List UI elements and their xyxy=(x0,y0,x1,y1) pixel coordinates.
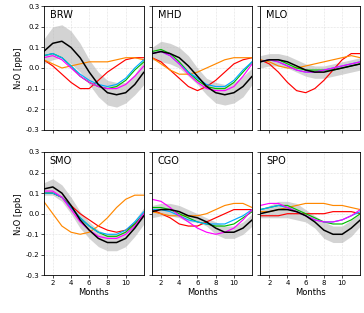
Text: BRW: BRW xyxy=(50,10,72,20)
X-axis label: Months: Months xyxy=(78,288,109,297)
Text: SPO: SPO xyxy=(266,156,286,166)
Y-axis label: N₂O [ppb]: N₂O [ppb] xyxy=(14,193,23,234)
Text: MHD: MHD xyxy=(158,10,181,20)
Text: CGO: CGO xyxy=(158,156,180,166)
X-axis label: Months: Months xyxy=(295,288,326,297)
Y-axis label: N₂O [ppb]: N₂O [ppb] xyxy=(14,47,23,89)
Text: MLO: MLO xyxy=(266,10,288,20)
X-axis label: Months: Months xyxy=(187,288,217,297)
Text: SMO: SMO xyxy=(50,156,72,166)
